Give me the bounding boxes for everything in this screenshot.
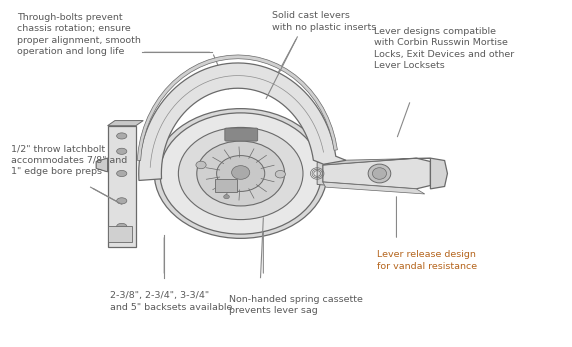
Ellipse shape (117, 198, 127, 204)
Text: Lever designs compatible
with Corbin Russwin Mortise
Locks, Exit Devices and oth: Lever designs compatible with Corbin Rus… (374, 27, 514, 70)
Ellipse shape (160, 113, 321, 234)
Polygon shape (323, 158, 431, 165)
Ellipse shape (178, 127, 303, 220)
Text: Solid cast levers
with no plastic inserts: Solid cast levers with no plastic insert… (272, 11, 376, 32)
Polygon shape (323, 182, 425, 194)
Polygon shape (317, 161, 343, 186)
Ellipse shape (117, 133, 127, 139)
Ellipse shape (117, 148, 127, 154)
Ellipse shape (232, 166, 250, 179)
Ellipse shape (368, 164, 391, 183)
Ellipse shape (117, 235, 127, 242)
Polygon shape (137, 55, 337, 161)
Polygon shape (108, 120, 143, 126)
Polygon shape (139, 63, 346, 180)
Ellipse shape (196, 161, 206, 169)
Ellipse shape (275, 170, 285, 178)
Ellipse shape (224, 195, 229, 199)
Ellipse shape (117, 223, 127, 229)
Ellipse shape (217, 155, 265, 192)
Polygon shape (108, 227, 132, 242)
Ellipse shape (117, 170, 127, 177)
Polygon shape (156, 74, 325, 160)
Polygon shape (431, 158, 447, 189)
Ellipse shape (372, 168, 387, 179)
Polygon shape (108, 126, 136, 247)
FancyBboxPatch shape (225, 128, 257, 141)
Text: Lever release design
for vandal resistance: Lever release design for vandal resistan… (376, 250, 476, 271)
Text: Through-bolts prevent
chassis rotation; ensure
proper alignment, smooth
operatio: Through-bolts prevent chassis rotation; … (17, 13, 141, 56)
Polygon shape (96, 158, 108, 172)
Polygon shape (323, 158, 431, 189)
Ellipse shape (154, 109, 327, 238)
Ellipse shape (197, 141, 285, 206)
Text: Non-handed spring cassette
prevents lever sag: Non-handed spring cassette prevents leve… (229, 295, 363, 315)
Text: 1/2" throw latchbolt
accommodates 7/8" and
1" edge bore preps: 1/2" throw latchbolt accommodates 7/8" a… (11, 144, 128, 176)
Text: 2-3/8", 2-3/4", 3-3/4"
and 5" backsets available: 2-3/8", 2-3/4", 3-3/4" and 5" backsets a… (110, 291, 233, 312)
FancyBboxPatch shape (215, 179, 237, 192)
Polygon shape (96, 158, 108, 172)
